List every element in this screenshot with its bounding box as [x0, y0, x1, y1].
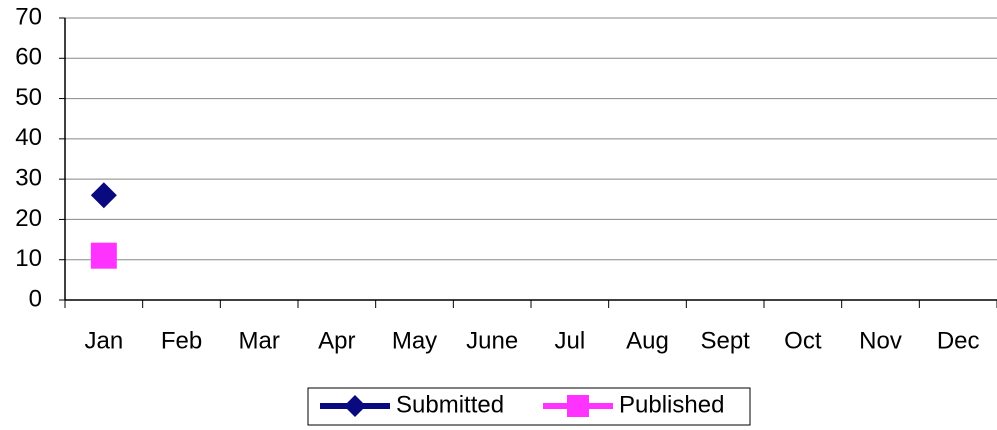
- y-tick-label: 30: [15, 164, 42, 191]
- legend-marker: [567, 395, 589, 417]
- legend-marker: [344, 395, 366, 417]
- x-tick-label: May: [392, 327, 437, 354]
- y-tick-label: 50: [15, 84, 42, 111]
- x-tick-label: June: [466, 327, 518, 354]
- x-tick-label: Jan: [84, 327, 123, 354]
- y-tick-label: 20: [15, 205, 42, 232]
- x-tick-label: Aug: [626, 327, 669, 354]
- x-tick-label: Feb: [161, 327, 202, 354]
- point: [90, 242, 117, 269]
- x-tick-label: Dec: [937, 327, 980, 354]
- y-tick-label: 40: [15, 124, 42, 151]
- legend-label: Submitted: [396, 391, 504, 418]
- y-tick-label: 60: [15, 44, 42, 71]
- legend-box: [307, 387, 751, 426]
- legend-label: Published: [619, 391, 724, 418]
- y-tick-label: 0: [29, 285, 42, 312]
- y-tick-label: 70: [15, 3, 42, 30]
- x-tick-label: Mar: [238, 327, 279, 354]
- x-tick-label: Oct: [784, 327, 822, 354]
- x-tick-label: Apr: [318, 327, 355, 354]
- point: [90, 182, 117, 209]
- y-tick-label: 10: [15, 245, 42, 272]
- x-tick-label: Jul: [554, 327, 585, 354]
- x-tick-label: Nov: [859, 327, 902, 354]
- x-tick-label: Sept: [700, 327, 750, 354]
